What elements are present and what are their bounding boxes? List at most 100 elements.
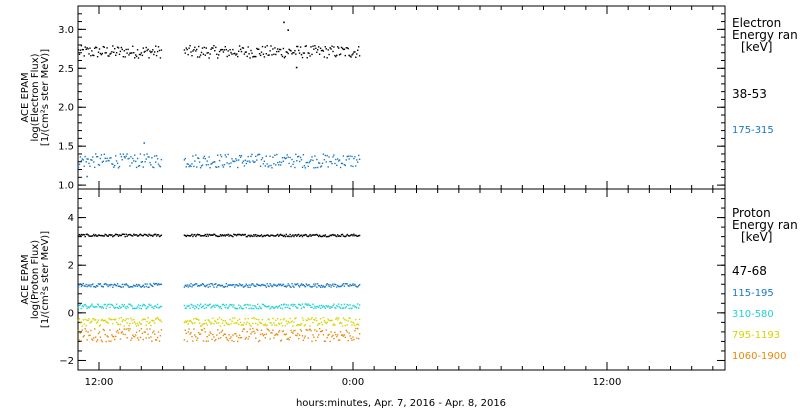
data-point <box>108 55 110 57</box>
data-point <box>107 159 109 162</box>
data-point <box>115 155 117 157</box>
electron-ytick-label: 2.5 <box>58 64 74 75</box>
data-point <box>328 319 330 322</box>
data-point <box>333 303 335 305</box>
data-point <box>190 332 192 334</box>
data-point <box>140 328 143 330</box>
data-point <box>197 303 199 306</box>
data-point <box>193 318 195 320</box>
data-point <box>101 340 103 343</box>
data-point <box>159 319 162 321</box>
data-point <box>114 234 116 237</box>
data-point <box>253 284 255 287</box>
data-point <box>338 159 341 161</box>
data-point <box>213 323 215 325</box>
data-point <box>134 285 136 287</box>
data-point <box>325 305 327 307</box>
data-point <box>236 284 238 286</box>
data-point <box>250 234 252 236</box>
data-point <box>133 52 135 54</box>
data-point <box>134 335 136 338</box>
data-point <box>233 53 235 55</box>
data-point <box>294 234 296 236</box>
data-point <box>255 306 257 308</box>
data-point <box>214 320 216 322</box>
data-point <box>342 283 345 285</box>
data-point <box>229 49 231 51</box>
data-point <box>155 306 158 309</box>
data-point <box>227 307 229 309</box>
data-point <box>286 51 288 53</box>
data-point <box>325 161 327 163</box>
data-point <box>91 338 93 340</box>
data-point <box>253 330 255 333</box>
data-point <box>111 234 113 236</box>
data-point <box>205 322 207 324</box>
data-point <box>137 304 140 306</box>
data-point <box>278 322 280 325</box>
data-point <box>128 303 130 305</box>
data-point <box>349 234 351 237</box>
data-point <box>241 47 244 49</box>
data-point <box>215 235 217 237</box>
data-point <box>130 339 132 341</box>
data-point <box>305 283 307 285</box>
data-point <box>146 283 148 285</box>
data-point <box>228 235 230 237</box>
data-point <box>287 337 289 340</box>
data-point <box>183 321 186 324</box>
data-point <box>88 318 90 320</box>
proton-ylabel: log(Proton Flux) <box>30 240 41 319</box>
data-point <box>183 49 186 51</box>
data-point <box>202 283 205 285</box>
data-point <box>212 317 214 319</box>
data-point <box>183 234 186 236</box>
data-point <box>232 235 234 238</box>
data-point <box>113 336 115 338</box>
data-point <box>272 285 274 287</box>
data-point <box>223 49 226 51</box>
data-point <box>87 48 89 50</box>
data-point <box>116 234 119 236</box>
data-point <box>235 284 237 286</box>
data-point <box>339 321 342 323</box>
data-point <box>243 285 246 288</box>
data-point <box>226 162 228 164</box>
data-point <box>83 304 85 306</box>
data-point <box>298 303 300 305</box>
data-point <box>227 153 229 156</box>
data-point <box>196 234 198 236</box>
data-point <box>283 303 286 305</box>
data-point <box>155 233 157 236</box>
data-point <box>201 323 204 326</box>
data-point <box>331 162 333 165</box>
legend-entry: 795-1193 <box>732 330 780 341</box>
data-point <box>238 283 241 285</box>
data-point <box>319 330 322 333</box>
data-point <box>237 307 239 310</box>
data-point <box>353 304 355 307</box>
data-point <box>262 303 265 306</box>
legend-entry: 175-315 <box>732 125 774 136</box>
data-point <box>346 283 348 285</box>
data-point <box>273 307 275 309</box>
data-point <box>310 235 312 237</box>
data-point <box>242 324 245 326</box>
data-point <box>269 308 271 310</box>
data-point <box>336 317 338 319</box>
data-point <box>346 303 348 306</box>
data-point <box>224 320 226 322</box>
data-point <box>319 318 322 320</box>
data-point <box>221 284 224 287</box>
data-point <box>94 166 96 168</box>
data-point <box>113 284 115 286</box>
data-point <box>240 336 243 339</box>
data-point <box>209 285 211 288</box>
data-point <box>143 304 145 306</box>
data-point <box>150 51 152 54</box>
data-point <box>215 46 217 49</box>
data-point <box>195 283 197 285</box>
proton-series-1060-1900 <box>77 327 361 343</box>
data-point <box>124 306 126 308</box>
data-point <box>312 285 314 288</box>
